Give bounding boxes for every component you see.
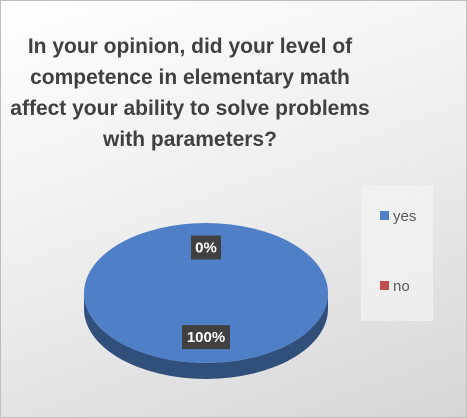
legend-label: no xyxy=(393,278,410,295)
pie-side xyxy=(84,293,328,379)
chart-title: In your opinion, did your level of compe… xyxy=(10,35,370,151)
data-label: 0% xyxy=(195,239,217,256)
legend-box xyxy=(361,185,433,321)
data-label-box xyxy=(191,235,221,260)
legend-swatch xyxy=(380,211,389,220)
legend-label: yes xyxy=(393,208,416,225)
data-label: 100% xyxy=(187,329,225,346)
pie-slice xyxy=(84,223,328,363)
data-label-box xyxy=(182,325,230,350)
legend-swatch xyxy=(380,281,389,290)
